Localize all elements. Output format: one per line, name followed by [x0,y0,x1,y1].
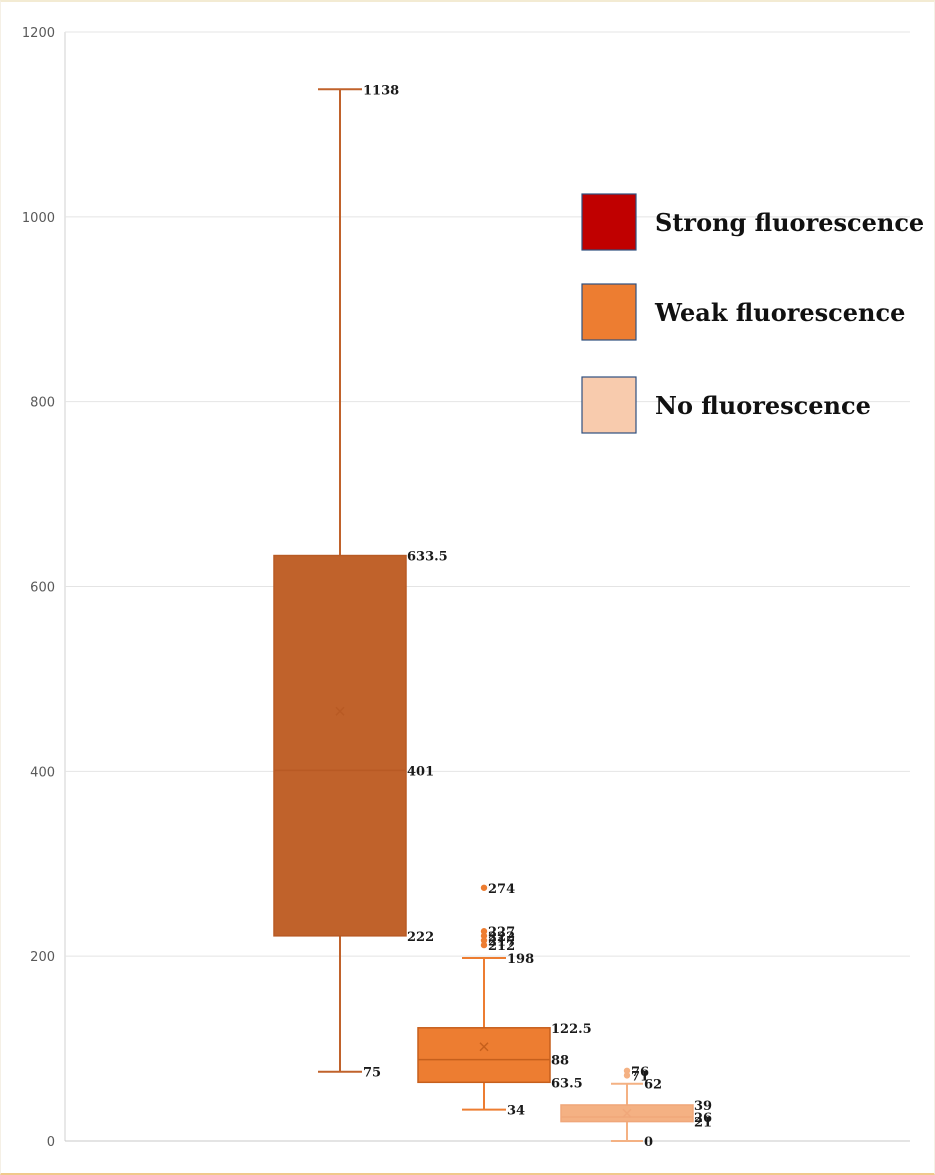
data-label: 88 [551,1054,569,1069]
outlier-point [623,1072,631,1079]
legend-swatch [581,193,637,251]
legend-label: Strong fluorescence [655,208,924,237]
data-label: 39 [694,1099,712,1114]
y-tick-label: 1000 [22,211,55,226]
outlier-point [480,932,488,940]
box-no-fluorescence [560,1067,694,1142]
data-labels: 1138633.540122275274227222217212198122.5… [363,83,712,1150]
data-label: 401 [407,764,434,779]
data-label: 34 [507,1104,525,1119]
data-label: 21 [694,1116,712,1131]
data-label: 75 [363,1066,381,1081]
y-tick-labels: 0 200 400 600 800 1000 1200 [22,26,55,1150]
gridlines [64,31,910,1142]
legend: Strong fluorescence Weak fluorescence No f… [581,193,924,434]
data-label: 26 [694,1111,712,1126]
data-label: 122.5 [551,1022,592,1037]
y-tick-label: 1200 [22,26,55,41]
outlier-point [480,937,488,944]
outlier-point [480,941,488,949]
box-iqr [417,1027,551,1084]
mean-marker [622,1108,632,1118]
legend-label: No fluorescence [655,391,871,420]
data-label: 71 [631,1069,649,1084]
data-label: 212 [488,939,515,954]
legend-item: No fluorescence [581,376,871,434]
data-label: 222 [407,930,434,945]
data-label: 274 [488,882,515,897]
y-tick-label: 200 [30,950,55,965]
box-weak-fluorescence [417,884,551,1111]
box-series [273,88,694,1142]
legend-item: Strong fluorescence [581,193,924,251]
mean-marker [479,1042,489,1052]
legend-label: Weak fluorescence [654,298,905,327]
data-label: 227 [488,925,515,940]
y-tick-label: 800 [30,396,55,411]
y-tick-label: 600 [30,581,55,596]
data-label: 62 [644,1078,662,1093]
y-tick-label: 0 [47,1135,55,1150]
box-iqr [273,554,407,937]
data-label: 63.5 [551,1076,583,1091]
legend-swatch [581,376,637,434]
data-label: 76 [631,1065,649,1080]
data-label: 0 [644,1135,653,1150]
outlier-point [480,928,488,935]
data-label: 217 [488,934,515,949]
outlier-point [480,884,488,891]
data-label: 222 [488,930,515,945]
legend-item: Weak fluorescence [581,283,905,341]
outlier-point [623,1067,631,1074]
data-label: 633.5 [407,550,448,565]
box-strong-fluorescence [273,88,407,1073]
data-label: 1138 [363,83,399,98]
y-tick-label: 400 [30,765,55,780]
data-label: 198 [507,952,534,967]
legend-swatch [581,283,637,341]
mean-marker [335,706,345,716]
